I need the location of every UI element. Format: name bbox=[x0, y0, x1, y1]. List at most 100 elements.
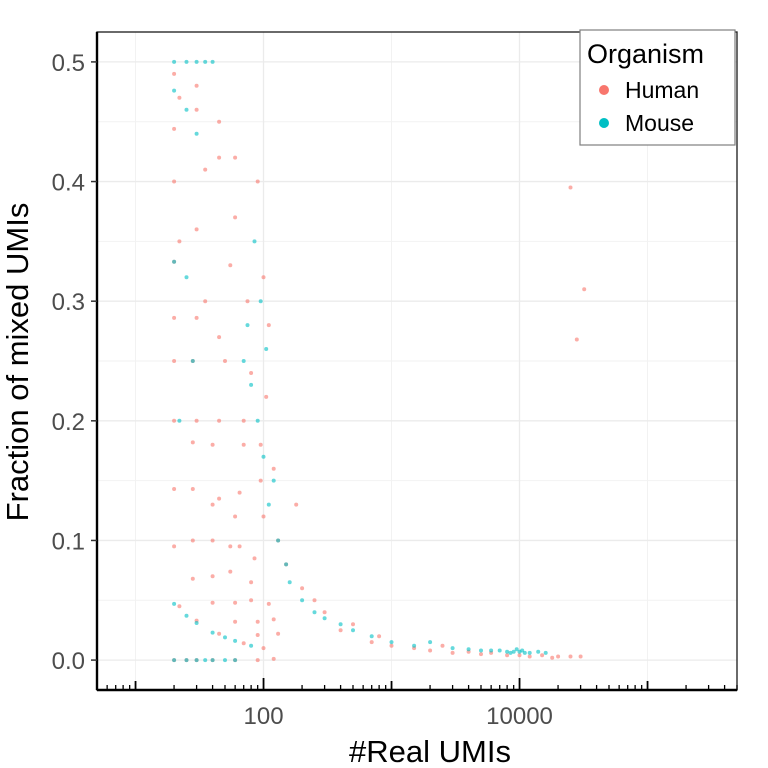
data-point bbox=[223, 635, 227, 640]
data-point bbox=[184, 658, 189, 663]
data-point bbox=[172, 59, 177, 64]
data-point bbox=[172, 544, 177, 549]
data-point bbox=[489, 648, 494, 653]
data-point bbox=[322, 610, 327, 615]
data-point bbox=[271, 617, 276, 622]
data-point bbox=[233, 658, 238, 663]
data-point bbox=[266, 502, 271, 507]
data-point bbox=[550, 655, 555, 660]
data-point bbox=[203, 167, 208, 172]
data-point bbox=[514, 647, 519, 652]
data-point bbox=[210, 574, 215, 579]
data-point bbox=[450, 650, 455, 655]
data-point bbox=[258, 478, 263, 483]
legend-title: Organism bbox=[587, 39, 704, 69]
data-point bbox=[241, 641, 246, 646]
data-point bbox=[536, 649, 541, 654]
data-point bbox=[210, 630, 215, 635]
data-point bbox=[389, 640, 394, 645]
data-point bbox=[351, 628, 355, 633]
legend-label-human: Human bbox=[625, 77, 699, 103]
data-point bbox=[255, 619, 260, 624]
data-point bbox=[228, 544, 233, 549]
data-point bbox=[517, 653, 522, 658]
data-point bbox=[276, 538, 281, 543]
data-point bbox=[479, 652, 483, 657]
data-point bbox=[228, 569, 233, 574]
data-point bbox=[233, 600, 238, 605]
data-point bbox=[271, 656, 276, 661]
data-point bbox=[412, 643, 417, 648]
data-point bbox=[190, 538, 195, 543]
data-point bbox=[210, 658, 215, 663]
data-point bbox=[338, 622, 343, 627]
data-point bbox=[258, 442, 263, 447]
data-point bbox=[527, 654, 532, 659]
data-point bbox=[177, 604, 182, 609]
data-point bbox=[217, 418, 222, 423]
data-point bbox=[245, 323, 250, 328]
data-point bbox=[190, 487, 195, 491]
data-point bbox=[172, 71, 177, 76]
data-point bbox=[203, 658, 208, 663]
data-point bbox=[194, 131, 199, 136]
data-point bbox=[252, 556, 257, 561]
data-point bbox=[172, 418, 177, 423]
data-point bbox=[172, 88, 177, 93]
data-point bbox=[194, 621, 199, 625]
data-point bbox=[505, 653, 510, 658]
data-point bbox=[300, 598, 305, 603]
data-point bbox=[322, 616, 327, 621]
y-tick-label: 0.1 bbox=[52, 528, 85, 555]
data-point bbox=[194, 418, 199, 423]
data-point bbox=[184, 59, 189, 64]
data-point bbox=[210, 502, 215, 507]
data-point bbox=[194, 315, 199, 320]
data-point bbox=[287, 580, 292, 585]
data-point bbox=[261, 514, 266, 519]
data-point bbox=[172, 179, 177, 184]
data-point bbox=[466, 647, 471, 652]
data-point bbox=[249, 643, 254, 648]
data-point bbox=[264, 347, 269, 351]
data-point bbox=[245, 299, 250, 304]
data-point bbox=[194, 59, 199, 64]
data-point bbox=[203, 59, 208, 64]
data-point bbox=[184, 613, 189, 618]
legend-label-mouse: Mouse bbox=[625, 110, 694, 136]
data-point bbox=[217, 631, 222, 636]
data-point bbox=[294, 502, 299, 507]
data-point bbox=[210, 600, 215, 605]
data-point bbox=[255, 418, 260, 423]
data-point bbox=[440, 643, 445, 648]
data-point bbox=[233, 514, 238, 519]
data-point bbox=[233, 619, 238, 624]
data-point bbox=[505, 649, 510, 654]
x-tick-label: 100 bbox=[244, 703, 284, 730]
data-point bbox=[261, 275, 266, 280]
data-point bbox=[210, 59, 215, 64]
data-point bbox=[511, 649, 516, 654]
data-point bbox=[177, 239, 182, 244]
y-tick-label: 0.2 bbox=[52, 409, 85, 436]
x-tick-label: 10000 bbox=[486, 703, 553, 730]
data-point bbox=[568, 654, 573, 659]
legend-key-human bbox=[599, 85, 609, 95]
y-axis-title: Fraction of mixed UMIs bbox=[0, 203, 35, 522]
data-point bbox=[377, 634, 382, 639]
data-point bbox=[300, 586, 305, 591]
data-point bbox=[543, 650, 548, 655]
data-point bbox=[210, 538, 215, 543]
data-point bbox=[217, 155, 222, 160]
data-point bbox=[237, 544, 242, 549]
legend: Organism Human Mouse bbox=[579, 29, 736, 146]
data-point bbox=[266, 323, 271, 328]
data-point bbox=[527, 650, 532, 655]
data-point bbox=[190, 576, 195, 581]
data-point bbox=[177, 95, 182, 100]
data-point bbox=[217, 335, 222, 340]
data-point bbox=[312, 610, 317, 615]
data-point bbox=[258, 299, 263, 304]
data-point bbox=[261, 646, 266, 651]
